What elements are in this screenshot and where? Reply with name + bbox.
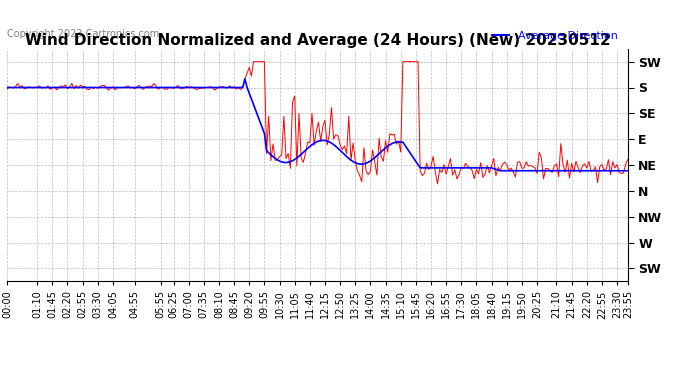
Title: Wind Direction Normalized and Average (24 Hours) (New) 20230512: Wind Direction Normalized and Average (2… [25, 33, 610, 48]
Legend: Average Direction: Average Direction [488, 26, 622, 45]
Text: Copyright 2023 Cartronics.com: Copyright 2023 Cartronics.com [7, 30, 159, 39]
